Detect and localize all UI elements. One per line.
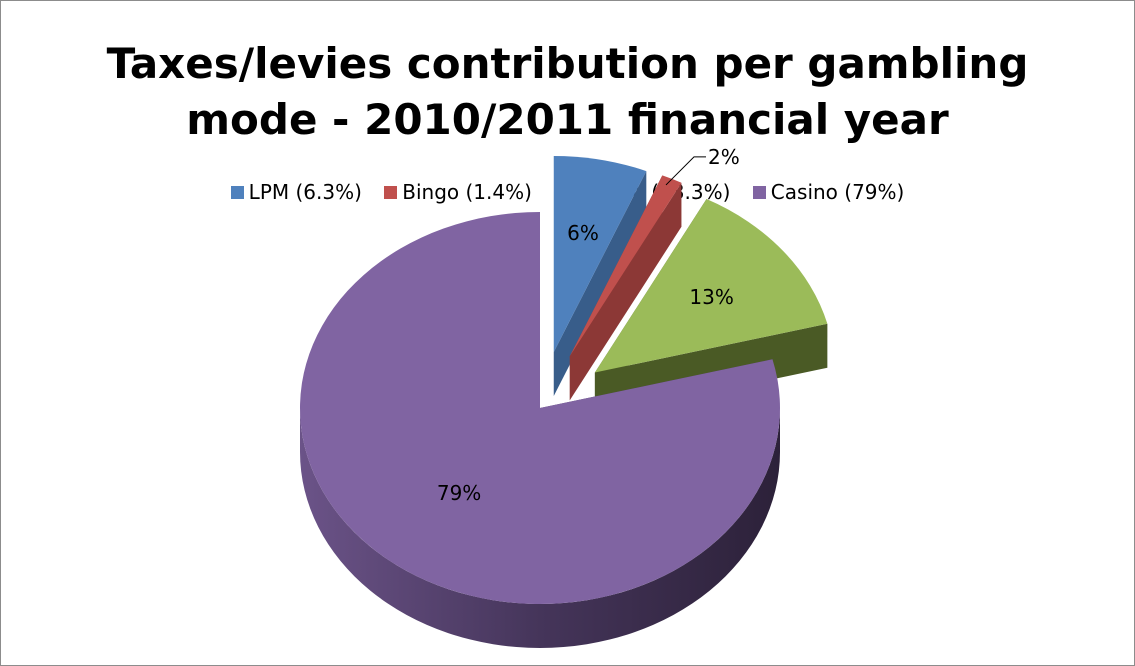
legend-item-lpm: LPM (6.3%) [230,180,362,204]
slice-cut-face-lpm-1 [553,171,647,396]
slice-top-bingo [569,175,682,357]
legend-swatch-casino [752,186,766,199]
legend-item-bingo: Bingo (1.4%) [384,180,532,204]
data-label-bingo: 2% [708,145,740,169]
pie-slices: 6% 2% 13% 79% [300,145,828,648]
chart-title: Taxes/levies contribution per gambling m… [0,36,1135,148]
legend-label-bingo: Bingo (1.4%) [402,180,532,204]
data-label-betting: 13% [689,285,733,309]
legend-label-casino: Casino (79%) [770,180,905,204]
slice-side-casino [300,408,780,648]
legend-label-lpm: LPM (6.3%) [248,180,362,204]
chart-title-line-2: mode - 2010/2011 financial year [186,95,949,144]
slice-top-casino [300,212,780,604]
slice-top-betting [594,199,828,373]
leader-line-bingo [665,156,706,186]
legend-item-casino: Casino (79%) [752,180,905,204]
data-label-lpm: 6% [567,221,599,245]
legend-swatch-bingo [384,186,398,199]
slice-cut-face-bingo-1 [569,182,682,401]
data-label-casino: 79% [437,481,481,505]
legend-swatch-lpm [230,186,244,199]
chart-title-line-1: Taxes/levies contribution per gambling [106,39,1029,88]
slice-top-lpm [553,155,647,352]
